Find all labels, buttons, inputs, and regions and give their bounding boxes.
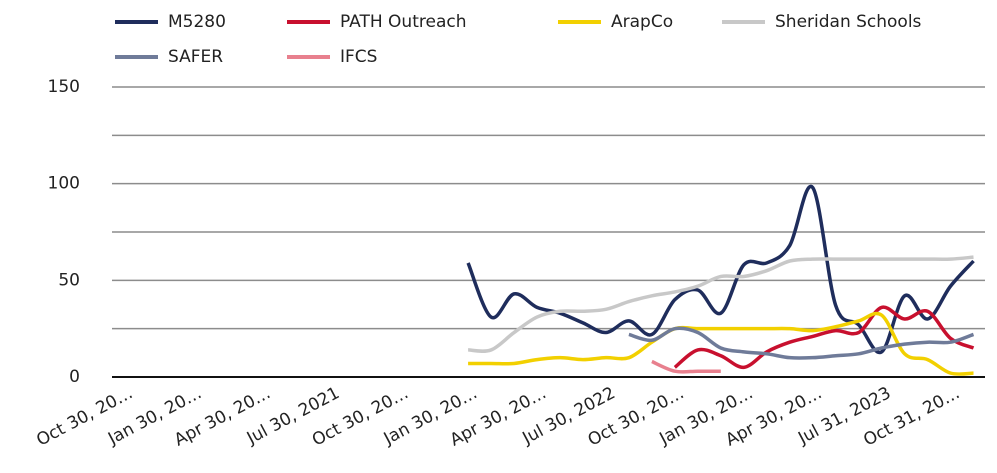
series-line [467,255,974,353]
legend-label: ArapCo [611,12,673,32]
legend-label: M5280 [168,12,226,32]
y-tick-label: 100 [48,174,80,194]
y-tick-label: 150 [48,77,80,97]
legend-label: Sheridan Schools [775,12,922,32]
series-line [468,311,974,376]
y-tick-label: 50 [58,270,80,290]
series-line [651,359,721,374]
series-line [628,326,975,360]
legend-label: PATH Outreach [340,12,466,32]
series-line [673,305,975,370]
legend-label: IFCS [340,47,377,67]
y-tick-label: 0 [69,367,80,387]
legend-label: SAFER [168,47,223,67]
